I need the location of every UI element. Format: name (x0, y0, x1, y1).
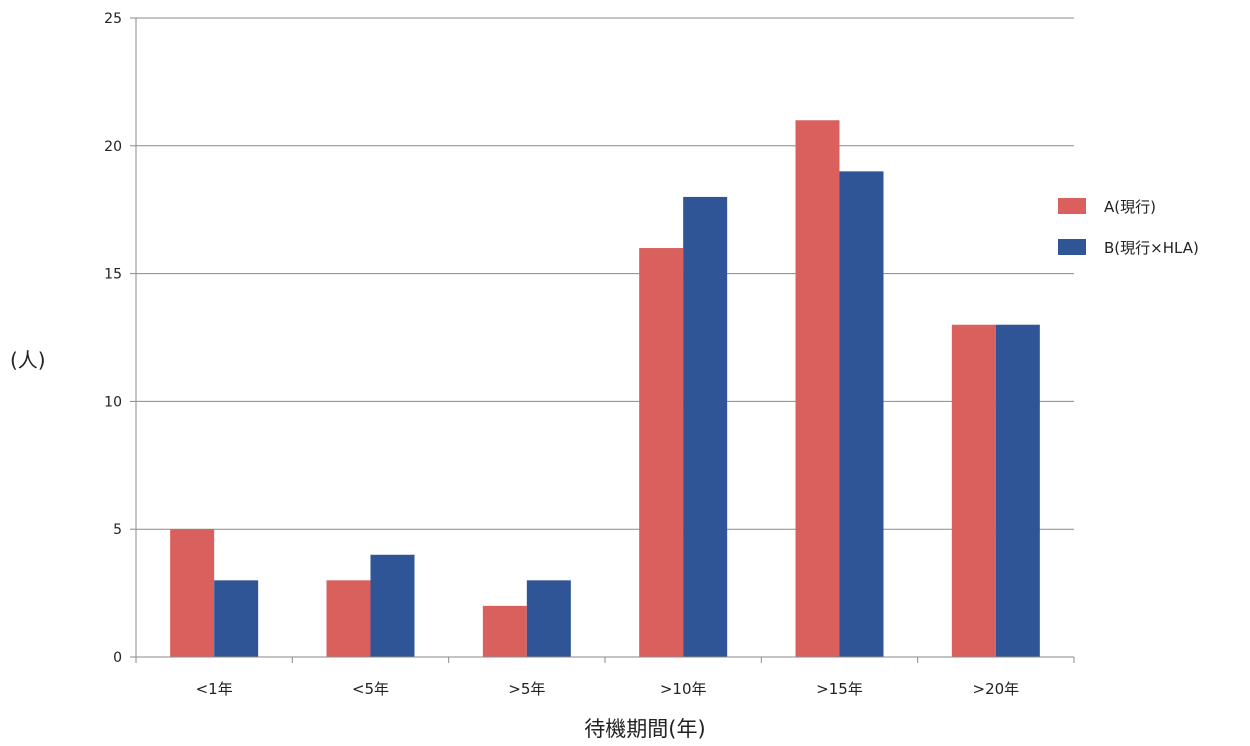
x-tick-label: >10年 (660, 680, 707, 698)
bar-b-2 (526, 580, 571, 657)
bar-a-4 (795, 120, 840, 658)
x-tick-label: >20年 (973, 680, 1020, 698)
bar-b-1 (370, 554, 415, 657)
legend-swatch-a (1058, 198, 1086, 214)
y-tick-label: 0 (113, 650, 122, 666)
y-axis-ticks: 0 5 10 15 20 25 (104, 11, 137, 666)
x-axis-label: 待機期間(年) (584, 717, 706, 741)
x-tick-label: >15年 (816, 680, 863, 698)
y-tick-label: 15 (104, 267, 122, 283)
x-tick-label: <1年 (196, 680, 233, 698)
x-axis: <1年 <5年 >5年 >10年 >15年 >20年 (135, 656, 1075, 698)
gridlines (136, 17, 1074, 530)
legend-item-b: B(現行×HLA) (1058, 237, 1199, 257)
bars (170, 120, 1040, 658)
bar-a-1 (326, 580, 371, 657)
legend-swatch-b (1058, 239, 1086, 255)
x-tick-label: >5年 (508, 680, 545, 698)
bar-a-2 (482, 605, 527, 657)
bar-b-5 (995, 324, 1040, 657)
legend-label-b: B(現行×HLA) (1104, 238, 1199, 257)
legend: A(現行) B(現行×HLA) (1058, 196, 1199, 278)
x-tick-label: <5年 (352, 680, 389, 698)
y-tick-label: 10 (104, 394, 122, 410)
bar-a-5 (951, 324, 996, 657)
legend-label-a: A(現行) (1104, 197, 1156, 216)
y-axis-label: (人) (10, 348, 46, 372)
y-tick-label: 25 (104, 11, 122, 27)
bar-b-3 (683, 196, 728, 658)
bar-b-0 (214, 580, 259, 657)
y-tick-label: 5 (113, 522, 122, 538)
legend-item-a: A(現行) (1058, 196, 1199, 216)
bar-a-3 (639, 248, 684, 658)
bar-a-0 (170, 529, 215, 657)
y-tick-label: 20 (104, 139, 122, 155)
bar-b-4 (839, 171, 884, 658)
